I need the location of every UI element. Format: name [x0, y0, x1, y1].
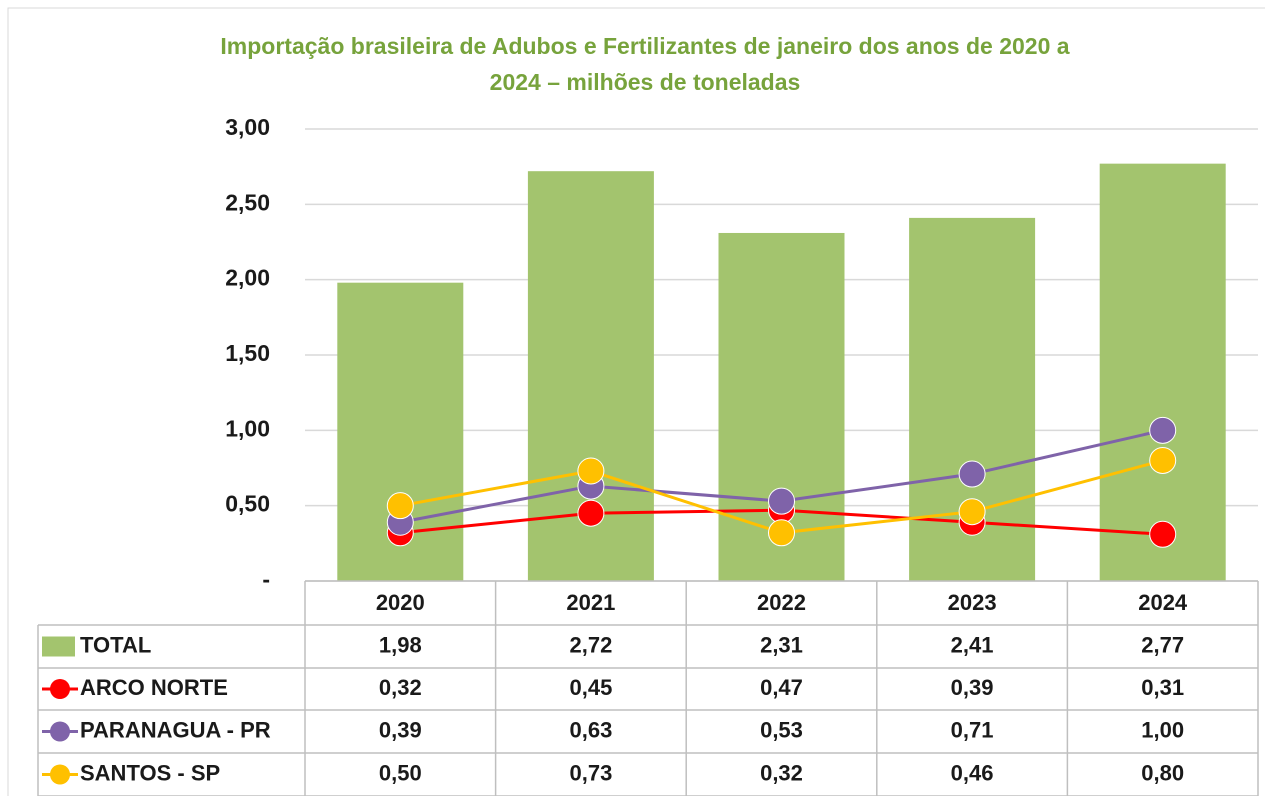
table-value: 0,50: [379, 760, 422, 785]
marker: [1149, 416, 1177, 444]
marker: [577, 457, 605, 485]
x-tick-label: 2021: [566, 590, 615, 615]
table-value: 2,77: [1141, 632, 1184, 657]
legend-swatch: [50, 764, 70, 785]
table-value: 0,53: [760, 717, 803, 742]
y-tick-label: 2,50: [225, 189, 270, 215]
table-value: 0,47: [760, 675, 803, 700]
y-tick-label: -: [262, 566, 270, 592]
marker: [958, 498, 986, 526]
table-value: 1,00: [1141, 717, 1184, 742]
table-value: 0,39: [379, 717, 422, 742]
table-value: 0,80: [1141, 760, 1184, 785]
table-value: 0,32: [760, 760, 803, 785]
table-value: 0,31: [1141, 675, 1184, 700]
marker: [1149, 520, 1177, 548]
legend-swatch: [50, 721, 70, 742]
legend-label: ARCO NORTE: [80, 675, 228, 700]
chart-title: 2024 – milhões de toneladas: [490, 69, 801, 95]
legend-label: PARANAGUA - PR: [80, 717, 271, 742]
y-tick-label: 1,50: [225, 340, 270, 366]
y-tick-label: 3,00: [225, 114, 270, 140]
marker: [958, 460, 986, 488]
x-tick-label: 2020: [376, 590, 425, 615]
table-value: 2,72: [569, 632, 612, 657]
legend-label: TOTAL: [80, 632, 151, 657]
table-value: 0,45: [569, 675, 612, 700]
marker: [577, 499, 605, 527]
legend-label: SANTOS - SP: [80, 760, 220, 785]
legend-swatch: [42, 636, 75, 657]
bar: [1099, 163, 1226, 582]
table-value: 0,73: [569, 760, 612, 785]
marker: [768, 487, 795, 515]
marker: [1149, 446, 1177, 474]
table-value: 2,31: [760, 632, 803, 657]
y-tick-label: 2,00: [225, 265, 270, 291]
chart-title: Importação brasileira de Adubos e Fertil…: [220, 33, 1069, 59]
x-tick-label: 2022: [757, 590, 806, 615]
y-tick-label: 1,00: [225, 415, 270, 441]
x-tick-label: 2024: [1138, 590, 1188, 615]
table-value: 0,71: [951, 717, 994, 742]
marker: [768, 519, 795, 547]
chart-frame: [7, 7, 1265, 796]
y-tick-label: 0,50: [225, 491, 270, 517]
table-value: 1,98: [379, 632, 422, 657]
table-value: 0,32: [379, 675, 422, 700]
table-value: 2,41: [951, 632, 994, 657]
table-value: 0,63: [569, 717, 612, 742]
marker: [386, 492, 414, 520]
legend-swatch: [50, 679, 70, 699]
x-tick-label: 2023: [948, 590, 997, 615]
table-value: 0,39: [951, 675, 994, 700]
table-value: 0,46: [951, 760, 994, 785]
